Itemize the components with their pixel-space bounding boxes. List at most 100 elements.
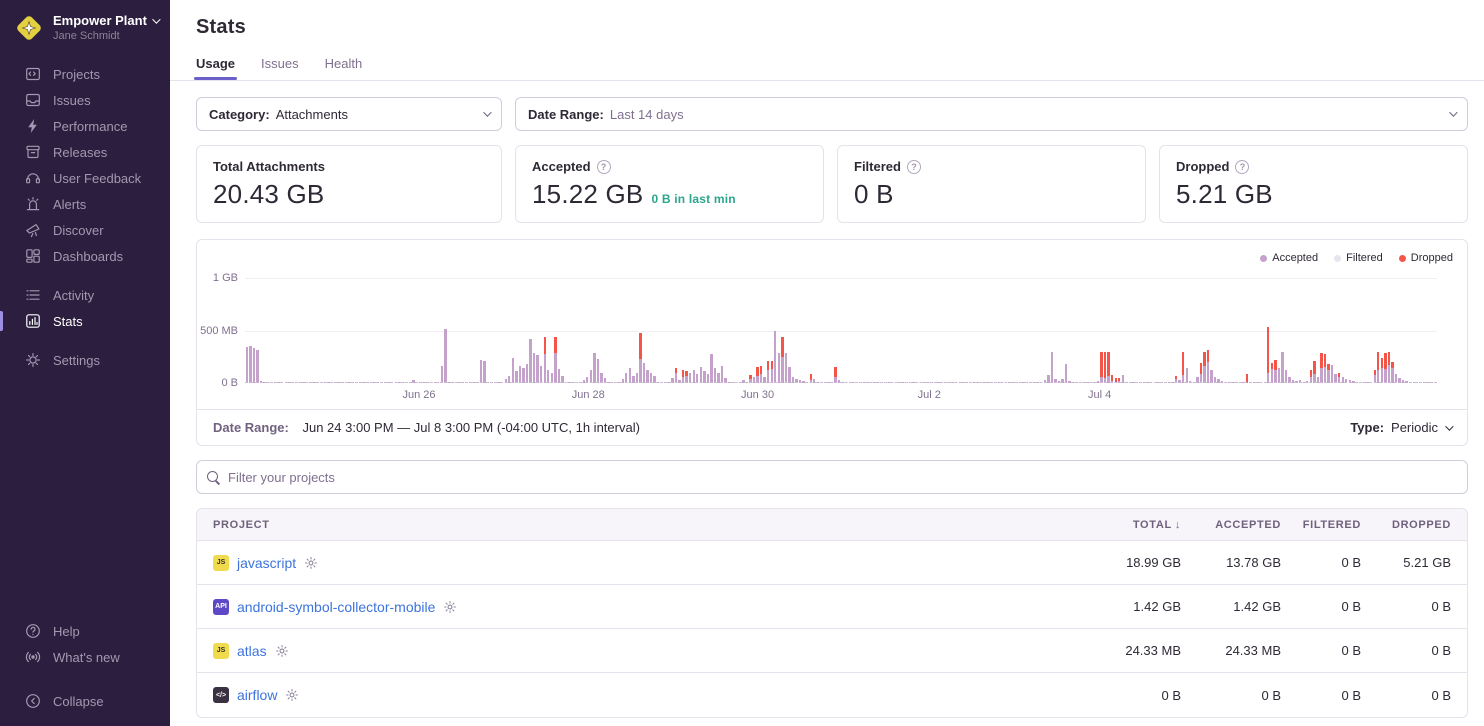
usage-bar xyxy=(1206,349,1210,383)
chevron-down-icon xyxy=(1445,421,1454,431)
usage-bar xyxy=(1387,351,1391,383)
chart-bars[interactable] xyxy=(245,278,1437,383)
sidebar-item-dashboards[interactable]: Dashboards xyxy=(0,243,170,269)
table-header: PROJECT TOTAL ↓ ACCEPTED FILTERED DROPPED xyxy=(197,509,1467,541)
tab-issues[interactable]: Issues xyxy=(261,56,299,71)
y-axis-label: 1 GB xyxy=(212,272,238,284)
projects-table: PROJECT TOTAL ↓ ACCEPTED FILTERED DROPPED… xyxy=(196,508,1468,718)
sidebar-item-activity[interactable]: Activity xyxy=(0,282,170,308)
usage-bar xyxy=(763,376,766,383)
sidebar-item-projects[interactable]: Projects xyxy=(0,61,170,87)
help-circle-icon[interactable]: ? xyxy=(906,159,921,174)
project-search-input[interactable] xyxy=(228,469,1457,485)
legend-dot-icon xyxy=(1398,254,1406,262)
col-filtered[interactable]: FILTERED xyxy=(1302,518,1361,531)
col-project[interactable]: PROJECT xyxy=(213,518,270,531)
usage-bar xyxy=(1341,376,1344,383)
sidebar-item-collapse[interactable]: Collapse xyxy=(0,688,170,714)
usage-bar xyxy=(479,360,483,383)
usage-bar xyxy=(653,376,656,383)
org-name: Empower Plant xyxy=(53,13,147,28)
usage-bar xyxy=(1281,351,1284,383)
usage-bar xyxy=(1217,378,1220,383)
usage-bar xyxy=(1316,376,1320,383)
usage-bar xyxy=(522,367,525,383)
usage-bar xyxy=(1185,368,1188,383)
card-total-attachments: Total Attachments 20.43 GB xyxy=(196,145,502,223)
col-dropped[interactable]: DROPPED xyxy=(1391,518,1451,531)
legend-dropped[interactable]: Dropped xyxy=(1398,252,1453,264)
sidebar-item-what-s-new[interactable]: What's new xyxy=(0,644,170,670)
tab-health[interactable]: Health xyxy=(324,56,363,71)
sidebar-item-user-feedback[interactable]: User Feedback xyxy=(0,165,170,191)
usage-bar xyxy=(539,365,543,383)
usage-bar xyxy=(1107,351,1110,383)
usage-bar xyxy=(1394,373,1398,383)
category-label: Category: xyxy=(209,106,270,122)
usage-bar xyxy=(1380,357,1383,383)
sidebar-item-issues[interactable]: Issues xyxy=(0,87,170,113)
sidebar-item-settings[interactable]: Settings xyxy=(0,347,170,373)
help-circle-icon[interactable]: ? xyxy=(596,159,611,174)
usage-bar xyxy=(688,373,692,383)
collapse-icon xyxy=(25,693,41,709)
project-row-atlas[interactable]: JS atlas 24.33 MB 24.33 MB 0 B 0 B xyxy=(197,629,1467,673)
project-link[interactable]: javascript xyxy=(237,554,297,571)
performance-icon xyxy=(25,118,41,134)
sidebar-item-performance[interactable]: Performance xyxy=(0,113,170,139)
col-total[interactable]: TOTAL ↓ xyxy=(1132,518,1181,531)
project-row-airflow[interactable]: </> airflow 0 B 0 B 0 B 0 B xyxy=(197,673,1467,717)
sidebar-item-alerts[interactable]: Alerts xyxy=(0,191,170,217)
project-link[interactable]: android-symbol-collector-mobile xyxy=(237,598,436,615)
sidebar-item-discover[interactable]: Discover xyxy=(0,217,170,243)
sidebar-item-stats[interactable]: Stats xyxy=(0,308,170,334)
platform-icon: </> xyxy=(213,687,229,703)
usage-bar xyxy=(703,371,706,383)
usage-bar xyxy=(1121,374,1125,383)
sidebar-item-help[interactable]: Help xyxy=(0,618,170,644)
chart-type-value: Periodic xyxy=(1391,420,1438,435)
usage-bar xyxy=(1384,352,1387,383)
project-row-javascript[interactable]: JS javascript 18.99 GB 13.78 GB 0 B 5.21 GB xyxy=(197,541,1467,585)
card-label: Dropped xyxy=(1176,159,1230,174)
sidebar: Empower Plant Jane Schmidt Projects Issue… xyxy=(0,0,170,726)
chart-plot: 1 GB 500 MB 0 B xyxy=(200,272,1437,389)
projects-icon xyxy=(25,66,41,82)
project-link[interactable]: atlas xyxy=(237,642,267,659)
card-value: 20.43 GB xyxy=(213,179,325,209)
project-settings-gear-icon[interactable] xyxy=(275,644,289,658)
usage-bar xyxy=(1210,370,1213,383)
sidebar-item-releases[interactable]: Releases xyxy=(0,139,170,165)
usage-bar xyxy=(256,349,259,383)
project-settings-gear-icon[interactable] xyxy=(304,556,318,570)
legend-filtered[interactable]: Filtered xyxy=(1334,252,1383,264)
usage-bar xyxy=(1288,376,1291,383)
project-link[interactable]: airflow xyxy=(237,687,278,703)
col-accepted[interactable]: ACCEPTED xyxy=(1215,518,1281,531)
date-range-label: Date Range: xyxy=(528,106,604,122)
usage-bar xyxy=(1277,368,1281,383)
date-range-select[interactable]: Date Range: Last 14 days xyxy=(515,97,1468,131)
tab-usage[interactable]: Usage xyxy=(193,56,238,80)
card-filtered: Filtered? 0 B xyxy=(837,145,1146,223)
org-switcher[interactable]: Empower Plant Jane Schmidt xyxy=(0,0,170,43)
legend-dot-icon xyxy=(1334,254,1342,262)
help-icon xyxy=(25,623,41,639)
usage-bar xyxy=(692,370,695,383)
cell-accepted: 13.78 GB xyxy=(1226,555,1281,570)
usage-bar xyxy=(1338,372,1341,383)
usage-bar xyxy=(593,353,596,383)
usage-bar xyxy=(770,360,773,383)
help-circle-icon[interactable]: ? xyxy=(1235,159,1250,174)
cell-total: 0 B xyxy=(1161,687,1181,703)
category-select[interactable]: Category: Attachments xyxy=(196,97,502,131)
project-settings-gear-icon[interactable] xyxy=(285,688,299,702)
legend-accepted[interactable]: Accepted xyxy=(1260,252,1318,264)
sidebar-footer: Help What's new Collapse xyxy=(0,618,170,714)
usage-bar xyxy=(529,338,532,383)
chart-type-select[interactable]: Type: Periodic xyxy=(1350,420,1454,435)
project-settings-gear-icon[interactable] xyxy=(443,600,457,614)
project-row-android-symbol-collector-mobile[interactable]: API android-symbol-collector-mobile 1.42 G… xyxy=(197,585,1467,629)
usage-bar xyxy=(1178,380,1181,383)
cell-total: 24.33 MB xyxy=(1125,643,1181,658)
